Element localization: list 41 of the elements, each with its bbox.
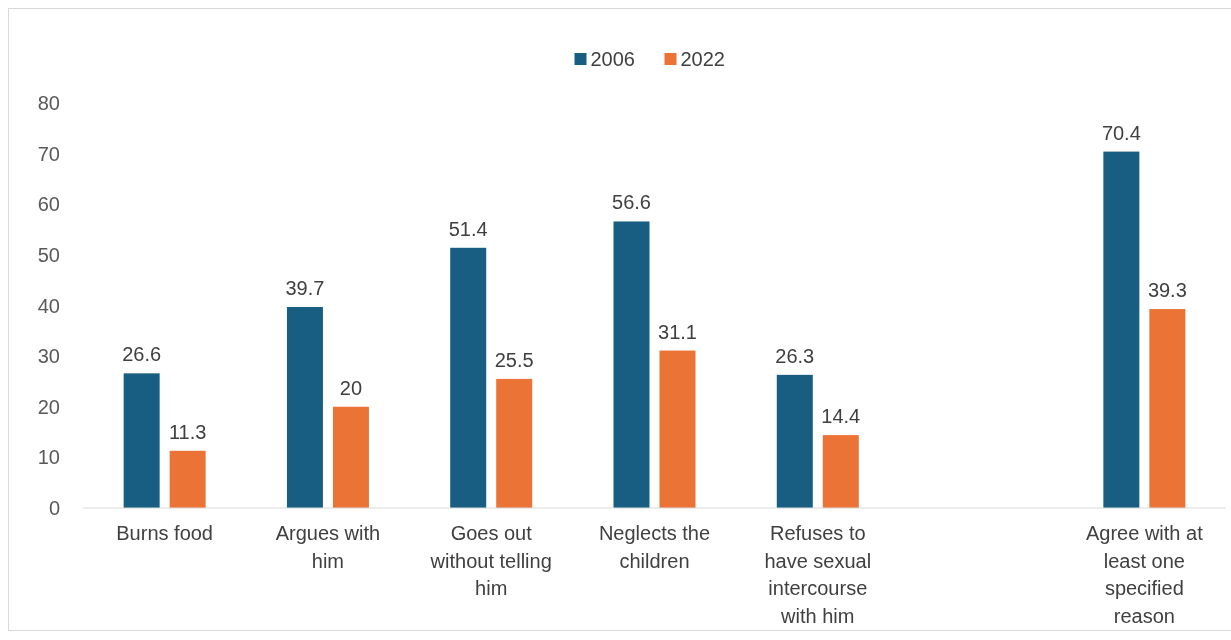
data-label: 26.6 bbox=[122, 343, 162, 366]
y-tick-label: 30 bbox=[37, 345, 60, 368]
bar bbox=[776, 374, 813, 508]
x-tick-label: Refuses to have sexual intercourse with him bbox=[764, 522, 872, 627]
x-tick-label: Argues with him bbox=[275, 522, 381, 572]
bar bbox=[332, 406, 369, 508]
bar bbox=[1103, 151, 1140, 508]
x-tick-label: Neglects the children bbox=[598, 522, 711, 572]
bar bbox=[822, 435, 859, 508]
y-tick-label: 10 bbox=[37, 446, 60, 469]
legend-label: 2022 bbox=[680, 48, 725, 70]
bar bbox=[169, 450, 206, 508]
x-tick-label: Agree with at least one specified reason bbox=[1085, 522, 1204, 627]
y-tick-label: 20 bbox=[37, 395, 60, 418]
x-tick-label: Burns food bbox=[116, 522, 214, 544]
data-label: 26.3 bbox=[775, 344, 815, 367]
x-tick-label: Goes out without telling him bbox=[429, 522, 552, 599]
data-label: 11.3 bbox=[168, 420, 207, 443]
bar bbox=[123, 373, 160, 508]
bar bbox=[659, 350, 696, 508]
legend-label: 2006 bbox=[590, 48, 635, 70]
bar bbox=[450, 247, 487, 508]
bar bbox=[286, 307, 323, 508]
data-label: 14.4 bbox=[821, 405, 861, 428]
bar bbox=[1149, 309, 1186, 508]
y-tick-label: 70 bbox=[37, 142, 60, 165]
y-tick-label: 40 bbox=[37, 294, 60, 317]
bar bbox=[496, 378, 533, 508]
data-label: 51.4 bbox=[448, 217, 488, 240]
data-label: 39.7 bbox=[285, 277, 325, 300]
data-label: 56.6 bbox=[612, 191, 651, 214]
y-tick-label: 60 bbox=[37, 193, 60, 216]
y-tick-label: 50 bbox=[37, 243, 60, 266]
data-label: 39.3 bbox=[1147, 279, 1187, 302]
y-tick-label: 80 bbox=[37, 92, 60, 114]
data-label: 20 bbox=[339, 376, 363, 399]
bar bbox=[613, 221, 650, 508]
data-label: 31.1 bbox=[658, 320, 697, 343]
data-label: 70.4 bbox=[1101, 121, 1141, 144]
y-tick-label: 0 bbox=[48, 497, 60, 519]
data-label: 25.5 bbox=[494, 348, 534, 371]
